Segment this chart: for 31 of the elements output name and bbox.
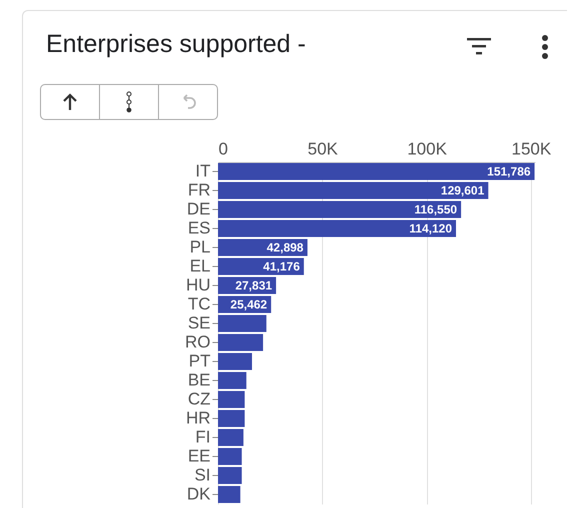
y-tick-label: PL [190,238,210,256]
data-label: 42,898 [266,240,304,254]
y-tick-label: EL [190,256,210,276]
y-tick-label: HU [186,276,210,294]
y-tick-label: FR [188,180,210,200]
y-tick-label: ES [188,218,210,238]
data-label: 129,601 [440,184,485,198]
y-tick-label: FI [195,428,210,446]
data-label: 41,176 [263,260,300,274]
y-tick-label: DE [186,200,210,218]
y-tick-label: RO [185,332,210,352]
data-label: 25,462 [230,298,268,312]
y-tick-label: PT [188,352,210,370]
data-label: 114,120 [409,222,452,236]
y-tick-label: BE [188,370,210,390]
data-label: 151,786 [487,164,531,178]
y-tick-label: EE [188,446,210,466]
y-tick-label: CZ [188,390,210,408]
y-tick-label: TC [188,294,210,314]
x-tick-label: 150K [511,140,552,158]
y-tick-label: HR [186,408,210,428]
y-tick-label: SE [188,314,210,332]
y-tick-label: SI [194,466,210,484]
data-label: 27,831 [235,278,272,292]
y-tick-label: DK [186,484,212,504]
data-label: 116,550 [414,202,458,216]
y-tick-label: IT [195,162,210,180]
x-tick-label: 100K [407,140,448,158]
chart-title: Enterprises supported - [46,30,306,59]
x-tick-label: 0 [218,140,228,158]
x-tick-label: 50K [308,140,339,158]
